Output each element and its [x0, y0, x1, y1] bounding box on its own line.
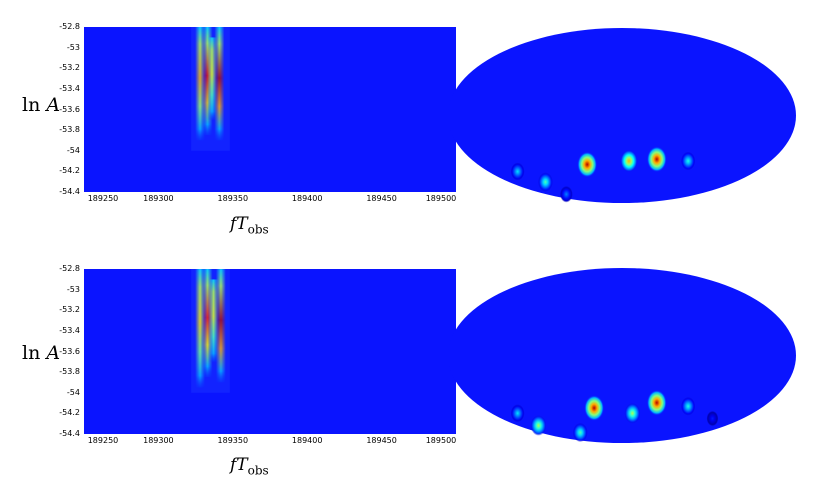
sky-map-blob	[530, 415, 547, 436]
sky-map-blob	[706, 410, 719, 427]
heatmap-background	[84, 269, 456, 434]
heatmap-streak	[206, 37, 217, 120]
sky-map-blob	[559, 186, 573, 203]
x-axis-label-var: fT	[230, 455, 248, 475]
sky-map-plot	[448, 28, 796, 203]
sky-map-ellipse	[448, 28, 796, 203]
heatmap-halo	[191, 27, 230, 151]
heatmap-halo	[191, 269, 230, 393]
heatmap-plot-area	[84, 269, 456, 434]
y-tick-label: -54.4	[59, 187, 80, 196]
sky-map-ellipse	[448, 268, 796, 443]
y-tick-label: -54.2	[59, 166, 80, 176]
x-tick-label: 189450	[366, 194, 397, 203]
sky-map-blob	[680, 397, 696, 416]
sky-map-blob	[584, 395, 605, 421]
sky-map-blob	[624, 403, 641, 424]
y-tick-label: -53.4	[59, 83, 80, 93]
sky-map-blob	[510, 404, 525, 423]
x-tick-label: 189250	[87, 436, 119, 445]
x-tick-label: 189300	[143, 194, 174, 203]
y-axis-label: ln A	[22, 94, 60, 116]
x-tick-label: 189500	[425, 194, 457, 203]
x-tick-label: 189500	[425, 436, 457, 445]
x-axis-label: fTobs	[230, 214, 269, 236]
y-axis-label-prefix: ln	[22, 94, 41, 116]
x-tick-label: 189250	[87, 194, 119, 203]
y-tick-label: -54	[66, 145, 80, 155]
y-tick-label: -53	[66, 42, 80, 52]
y-tick-label: -52.8	[59, 22, 80, 31]
y-tick-label: -52.8	[59, 264, 80, 273]
heatmap-streak	[215, 269, 226, 383]
y-tick-label: -53.6	[59, 346, 80, 356]
x-axis-label-sub: obs	[247, 463, 269, 478]
y-tick-label: -53	[66, 284, 80, 294]
heatmap-streak	[214, 27, 225, 141]
x-axis-label-var: fT	[230, 214, 248, 234]
y-tick-label: -54.4	[59, 429, 80, 438]
x-tick-label: 189350	[217, 194, 249, 203]
y-tick-label: -53.4	[59, 325, 80, 335]
y-tick-label: -53.2	[59, 63, 80, 73]
sky-map-blob	[572, 422, 588, 443]
sky-map-top	[447, 27, 797, 204]
y-tick-label: -53.6	[59, 104, 80, 114]
sky-map-blob	[510, 162, 525, 181]
x-axis-label: fTobs	[230, 455, 269, 477]
heatmap-streak	[195, 269, 206, 388]
sky-map-blob	[646, 389, 667, 416]
y-axis-label-prefix: ln	[22, 342, 41, 364]
heatmap-plot-area	[84, 27, 456, 192]
y-tick-label: -53.2	[59, 305, 80, 315]
y-tick-label: -53.8	[59, 367, 80, 377]
y-tick-label: -54	[66, 387, 80, 397]
sky-map-blob	[620, 149, 638, 173]
heatmap-streak	[208, 279, 219, 362]
heatmap-streak	[202, 269, 213, 378]
x-tick-label: 189300	[143, 436, 174, 445]
sky-map-blob	[646, 146, 667, 173]
sky-map-blob	[577, 151, 598, 178]
sky-map-blob	[680, 151, 696, 171]
sky-map-plot	[448, 268, 796, 443]
y-tick-label: -53.8	[59, 125, 80, 135]
y-axis-label: ln A	[22, 342, 60, 364]
heatmap-background	[84, 27, 456, 192]
heatmap-streak	[195, 27, 206, 141]
y-axis-label-var: A	[46, 342, 61, 364]
x-tick-label: 189350	[217, 436, 249, 445]
sky-map-blob	[538, 172, 553, 192]
y-tick-label: -54.2	[59, 408, 80, 418]
x-axis-label-sub: obs	[247, 222, 269, 237]
x-tick-label: 189400	[291, 194, 323, 203]
sky-map-bottom	[447, 267, 797, 444]
y-axis-label-var: A	[46, 94, 61, 116]
x-tick-label: 189400	[291, 436, 323, 445]
x-tick-label: 189450	[366, 436, 397, 445]
